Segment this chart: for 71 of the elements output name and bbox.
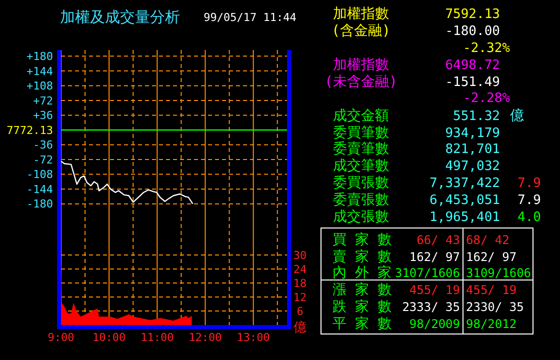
text: 455/ 19 [409, 283, 460, 297]
y-tick-label: 12 [293, 290, 307, 304]
x-tick-label: 10:00 [92, 331, 126, 344]
text: 162/ 97 [466, 250, 517, 264]
text: 162/ 97 [409, 250, 460, 264]
text: 加權指數 [333, 57, 389, 73]
text: 7,337,422 [430, 176, 500, 191]
text: 跌 家 數 [332, 299, 392, 315]
y-tick-label: 24 [293, 262, 307, 276]
text: 66/ 43 [416, 233, 460, 247]
y-tick-label: +108 [26, 80, 53, 93]
y-tick-label: 6 [296, 304, 304, 318]
y-axis-title: 億 [294, 320, 306, 336]
text: 漲 家 數 [332, 282, 392, 298]
text: 委賣筆數 [333, 141, 389, 157]
text: -151.49 [445, 75, 500, 90]
x-tick-label: 9:00 [48, 331, 74, 344]
text: 7592.13 [445, 7, 500, 22]
text: 455/ 19 [466, 283, 517, 297]
text: -180.00 [445, 24, 500, 39]
chart-subtitle: 99/05/17 11:44 [204, 11, 297, 24]
text: 3107/1606 [394, 266, 460, 280]
text: 內 外 家 [332, 265, 392, 281]
y-tick-label: -72 [33, 153, 53, 166]
y-tick-label: +144 [26, 64, 54, 78]
y-tick-label: -36 [33, 138, 53, 152]
text: 2333/ 35 [402, 300, 460, 314]
text: 7772.13 [6, 124, 53, 137]
text: 加權指數 [333, 6, 389, 22]
text: 委賣張數 [333, 192, 389, 208]
text: 賣 家 數 [332, 249, 392, 265]
text: 497,032 [445, 159, 500, 174]
text: -2.32% [463, 41, 510, 56]
y-tick-label: -180 [26, 198, 53, 211]
text: 6498.72 [445, 58, 500, 73]
text: 934,179 [445, 126, 500, 141]
text: 3109/1606 [466, 266, 532, 280]
text: (未含金融) [324, 74, 398, 90]
chart-title: 加權及成交量分析 [60, 8, 180, 26]
text: 98/2009 [409, 317, 460, 331]
text: 6,453,051 [430, 193, 500, 208]
text: 98/2012 [466, 317, 517, 331]
text: 4.0 [518, 210, 541, 225]
text: 平 家 數 [332, 316, 392, 332]
x-tick-label: 12:00 [188, 331, 222, 344]
text: 821,701 [445, 142, 500, 157]
text: 7.9 [518, 193, 541, 208]
text: 2330/ 35 [466, 300, 524, 314]
text: 買 家 數 [332, 232, 392, 248]
text: 億 [510, 108, 524, 124]
y-tick-label: -144 [26, 182, 54, 196]
y-tick-label: -108 [26, 168, 53, 182]
y-tick-label: +36 [33, 109, 53, 122]
text: 委買筆數 [333, 125, 389, 141]
text: 551.32 [453, 109, 500, 124]
text: 成交金額 [333, 108, 389, 124]
text: 委買張數 [333, 175, 389, 191]
text: 68/ 42 [466, 233, 510, 247]
y-tick-label: 18 [293, 276, 307, 290]
y-tick-label: 30 [293, 248, 307, 262]
text: (含金融) [332, 23, 390, 39]
text: 成交張數 [333, 209, 389, 225]
y-tick-label: +180 [26, 50, 53, 64]
text: -2.28% [463, 91, 510, 106]
x-tick-label: 11:00 [140, 331, 174, 344]
text: 7.9 [518, 176, 541, 191]
line-series [60, 160, 194, 204]
x-tick-label: 13:00 [236, 331, 270, 344]
y-tick-label: +72 [33, 94, 53, 108]
text: 1,965,401 [430, 210, 500, 225]
text: 成交筆數 [333, 158, 389, 174]
